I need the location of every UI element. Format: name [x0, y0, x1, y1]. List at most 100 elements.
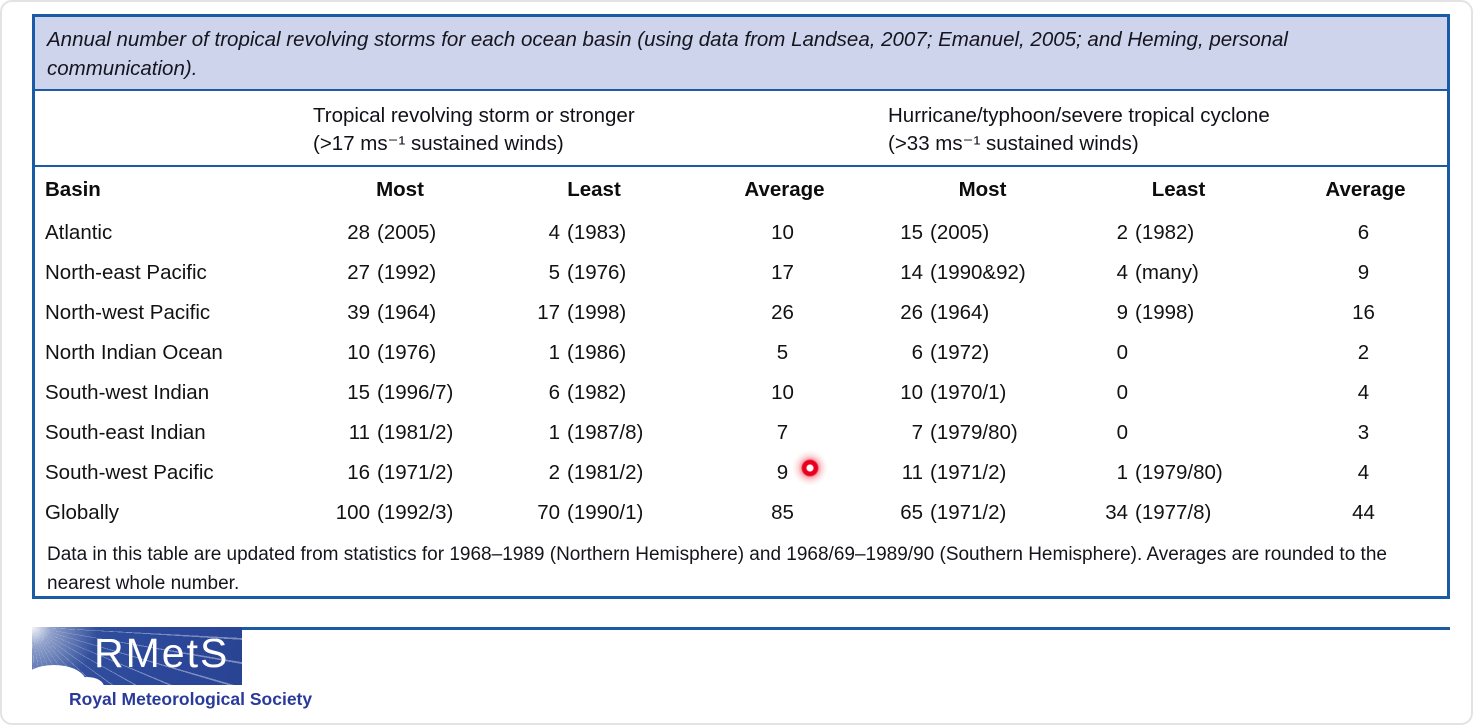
value-cell: 26 (1964)	[882, 293, 1047, 333]
count-value: 17	[537, 301, 560, 324]
group1-line1: Tropical revolving storm or stronger	[313, 104, 635, 127]
basin-cell: Globally	[45, 501, 120, 524]
rmets-acronym: RMetS	[94, 630, 230, 676]
basin-cell: South-west Indian	[45, 381, 210, 404]
storms-table: Basin Most Least Average Most Least Aver…	[35, 167, 1447, 533]
count-value: 2	[548, 461, 560, 484]
col-header-least-2: Least	[1151, 178, 1206, 201]
value-cell: 2 (1982)	[1047, 213, 1250, 253]
average-cell: 3	[1357, 421, 1370, 444]
value-cell: 0	[1047, 333, 1250, 373]
average-cell: 17	[771, 261, 794, 284]
value-cell: 1 (1979/80)	[1047, 453, 1250, 493]
year-value: (1971/2)	[930, 461, 1007, 484]
value-cell: 11 (1971/2)	[882, 453, 1047, 493]
value-cell: 15 (1996/7)	[285, 373, 483, 413]
col-header-most-1: Most	[376, 178, 424, 201]
col-header-most-2: Most	[958, 178, 1007, 201]
table-row: South-west Indian 15 (1996/7) 6 (1982) 10 10 (1…	[35, 373, 1447, 413]
count-value: 34	[1105, 501, 1128, 524]
value-cell: 6 (1972)	[882, 333, 1047, 373]
year-value: (1977/8)	[1135, 501, 1212, 524]
rmets-logo: RMetS	[32, 627, 242, 685]
value-cell: 11 (1981/2)	[285, 413, 483, 453]
average-cell: 44	[1352, 501, 1375, 524]
year-value: (1992/3)	[377, 501, 454, 524]
year-value: (1981/2)	[567, 461, 644, 484]
value-cell: 10 (1976)	[285, 333, 483, 373]
year-value: (1972)	[930, 341, 990, 364]
count-value: 27	[347, 261, 370, 284]
footer-logo-row: RMetS Royal Meteorological Society	[32, 627, 1450, 709]
value-cell: 1 (1987/8)	[483, 413, 675, 453]
header-row: Basin Most Least Average Most Least Aver…	[35, 167, 1447, 213]
table-row: Globally 100 (1992/3) 70 (1990/1) 85 65 (1971/2…	[35, 493, 1447, 533]
year-value: (2005)	[377, 221, 437, 244]
table-row: South-west Pacific 16 (1971/2) 2 (1981/2) 9 11…	[35, 453, 1447, 493]
table-row: North-east Pacific 27 (1992) 5 (1976) 17 14 (19…	[35, 253, 1447, 293]
count-value: 16	[347, 461, 370, 484]
value-cell: 4 (1983)	[483, 213, 675, 253]
count-value: 0	[1116, 421, 1128, 444]
count-value: 15	[347, 381, 370, 404]
value-cell: 2 (1981/2)	[483, 453, 675, 493]
value-cell: 5 (1976)	[483, 253, 675, 293]
table-footnote: Data in this table are updated from stat…	[47, 544, 1387, 594]
average-cell: 85	[771, 501, 794, 524]
count-value: 4	[548, 221, 560, 244]
year-value: (1979/80)	[1135, 461, 1223, 484]
year-value: (1990&92)	[930, 261, 1026, 284]
rmets-society-name: Royal Meteorological Society	[69, 689, 313, 709]
group1-line2: (>17 ms⁻¹ sustained winds)	[313, 131, 564, 155]
year-value: (1976)	[567, 261, 627, 284]
average-cell: 9	[776, 461, 789, 484]
count-value: 26	[900, 301, 923, 324]
year-value: (1992)	[377, 261, 437, 284]
count-value: 10	[347, 341, 370, 364]
value-cell: 17 (1998)	[483, 293, 675, 333]
average-cell: 7	[776, 421, 789, 444]
col-header-average-1: Average	[744, 178, 825, 201]
value-cell: 34 (1977/8)	[1047, 493, 1250, 533]
value-cell: 14 (1990&92)	[882, 253, 1047, 293]
count-value: 15	[900, 221, 923, 244]
value-cell: 4 (many)	[1047, 253, 1250, 293]
count-value: 10	[900, 381, 923, 404]
column-group-header-band: Tropical revolving storm or stronger (>1…	[35, 91, 1447, 167]
group2-line1: Hurricane/typhoon/severe tropical cyclon…	[888, 104, 1270, 127]
basin-cell: North Indian Ocean	[45, 341, 223, 364]
footer-rule	[242, 627, 1450, 630]
value-cell: 70 (1990/1)	[483, 493, 675, 533]
year-value: (1964)	[930, 301, 990, 324]
basin-cell: North-west Pacific	[45, 301, 211, 324]
count-value: 1	[1116, 461, 1128, 484]
average-cell: 5	[776, 341, 789, 364]
group-header-hurricane: Hurricane/typhoon/severe tropical cyclon…	[888, 102, 1270, 157]
average-cell: 10	[771, 221, 794, 244]
year-value: (many)	[1135, 261, 1199, 284]
value-cell: 10 (1970/1)	[882, 373, 1047, 413]
count-value: 5	[548, 261, 560, 284]
table-row: South-east Indian 11 (1981/2) 1 (1987/8) 7 7 (1…	[35, 413, 1447, 453]
basin-cell: South-east Indian	[45, 421, 206, 444]
count-value: 1	[548, 421, 560, 444]
count-value: 70	[537, 501, 560, 524]
value-cell: 7 (1979/80)	[882, 413, 1047, 453]
basin-cell: South-west Pacific	[45, 461, 214, 484]
count-value: 65	[900, 501, 923, 524]
year-value: (1996/7)	[377, 381, 454, 404]
average-cell: 4	[1357, 461, 1370, 484]
year-value: (1987/8)	[567, 421, 644, 444]
value-cell: 0	[1047, 413, 1250, 453]
table-caption: Annual number of tropical revolving stor…	[35, 17, 1447, 91]
year-value: (1981/2)	[377, 421, 454, 444]
year-value: (1990/1)	[567, 501, 644, 524]
count-value: 6	[548, 381, 560, 404]
value-cell: 9 (1998)	[1047, 293, 1250, 333]
year-value: (1976)	[377, 341, 437, 364]
basin-cell: Atlantic	[45, 221, 113, 244]
year-value: (1964)	[377, 301, 437, 324]
value-cell: 16 (1971/2)	[285, 453, 483, 493]
value-cell: 28 (2005)	[285, 213, 483, 253]
average-cell: 26	[771, 301, 794, 324]
